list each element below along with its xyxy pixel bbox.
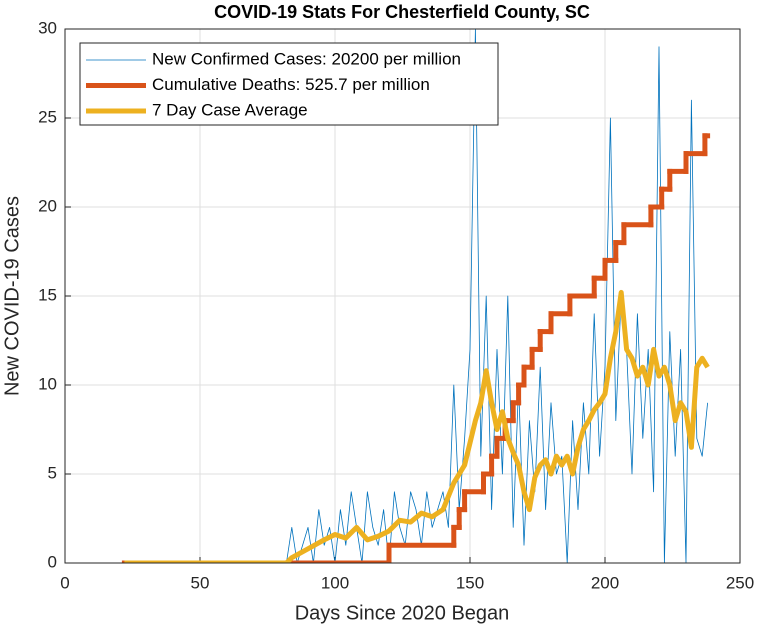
legend-box <box>79 42 499 126</box>
x-tick-label: 200 <box>591 573 619 592</box>
chart-title: COVID-19 Stats For Chesterfield County, … <box>214 2 590 22</box>
y-tick-label: 20 <box>38 196 57 215</box>
x-tick-label: 150 <box>456 573 484 592</box>
y-tick-label: 15 <box>38 285 57 304</box>
series-line <box>124 29 708 563</box>
y-tick-label: 30 <box>38 18 57 37</box>
y-tick-label: 0 <box>48 552 57 571</box>
x-tick-label: 100 <box>321 573 349 592</box>
legend-label: New Confirmed Cases: 20200 per million <box>152 49 461 68</box>
plot-area <box>121 29 711 563</box>
legend-label: 7 Day Case Average <box>152 100 308 119</box>
y-tick-label: 5 <box>48 463 57 482</box>
y-tick-label: 10 <box>38 374 57 393</box>
x-axis-label: Days Since 2020 Began <box>295 602 510 624</box>
x-tick-label: 0 <box>60 573 69 592</box>
legend-label: Cumulative Deaths: 525.7 per million <box>152 75 430 94</box>
legend: New Confirmed Cases: 20200 per million Cu… <box>79 42 499 126</box>
y-tick-label: 25 <box>38 107 57 126</box>
x-tick-label: 250 <box>726 573 754 592</box>
y-axis-label: New COVID-19 Cases <box>1 196 23 396</box>
axes-box <box>64 28 741 564</box>
x-tick-label: 50 <box>191 573 210 592</box>
series-line <box>124 289 710 563</box>
